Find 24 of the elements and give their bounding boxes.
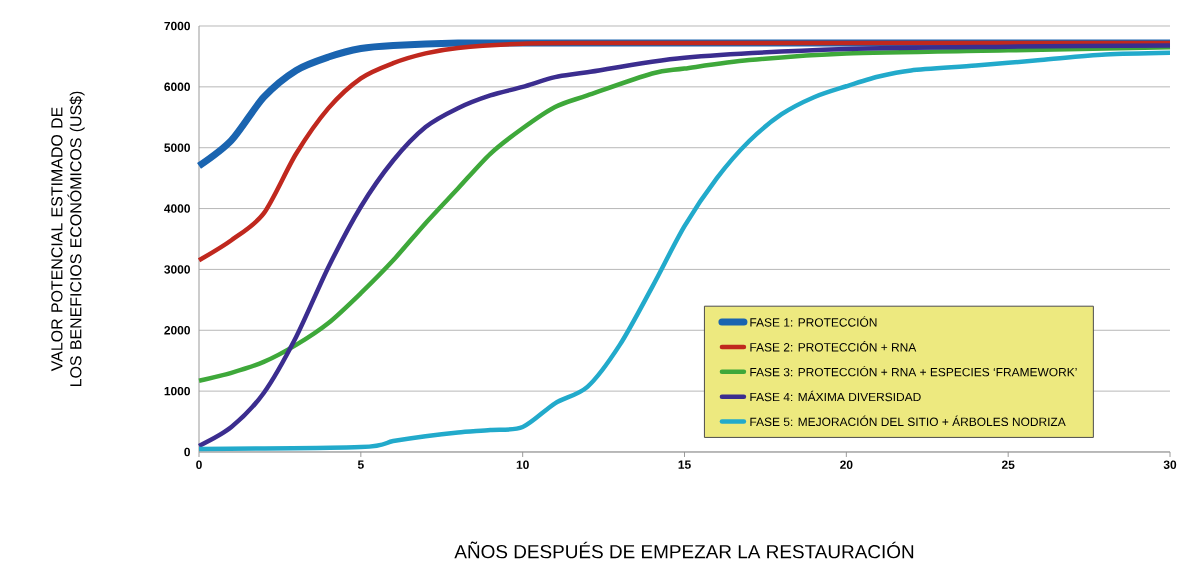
- y-tick-label: 1000: [164, 386, 190, 396]
- x-tick-label: 20: [840, 460, 853, 469]
- legend-label: FASE 4: MÁXIMA DIVERSIDAD: [750, 390, 921, 402]
- y-tick-label: 7000: [164, 21, 190, 31]
- x-tick-label: 0: [196, 460, 202, 469]
- legend-label: FASE 2: PROTECCIÓN + RNA: [750, 341, 917, 352]
- x-tick-label: 30: [1163, 460, 1177, 469]
- x-axis-title: AÑOS DESPUÉS DE EMPEZAR LA RESTAURACIÓN: [454, 541, 914, 559]
- y-tick-label: 5000: [164, 143, 190, 152]
- legend-label: FASE 3: PROTECCIÓN + RNA + ESPECIES ‘FRAMEWORK’: [750, 365, 1077, 377]
- x-tick-label: 5: [357, 460, 364, 469]
- y-tick-label: 4000: [164, 204, 190, 213]
- x-tick-label: 10: [516, 460, 529, 469]
- legend-label: FASE 5: MEJORACIÓN DEL SITIO + ÁRBOLES NODRIZA: [750, 415, 1066, 427]
- y-axis-title: VALOR POTENCIAL ESTIMADO DE LOS BENEFICIOS ECONÓMICOS (US$): [51, 91, 85, 387]
- line-series: [196, 40, 1173, 263]
- y-tick-label: 0: [184, 447, 190, 457]
- legend-label: FASE 1: PROTECCIÓN: [750, 316, 877, 327]
- y-tick-label: 3000: [164, 265, 190, 274]
- y-tick-label: 2000: [164, 326, 190, 335]
- x-tick-label: 25: [1001, 460, 1015, 469]
- y-tick-label: 6000: [164, 82, 190, 92]
- line-series: [196, 45, 1173, 384]
- x-tick-label: 15: [678, 460, 691, 469]
